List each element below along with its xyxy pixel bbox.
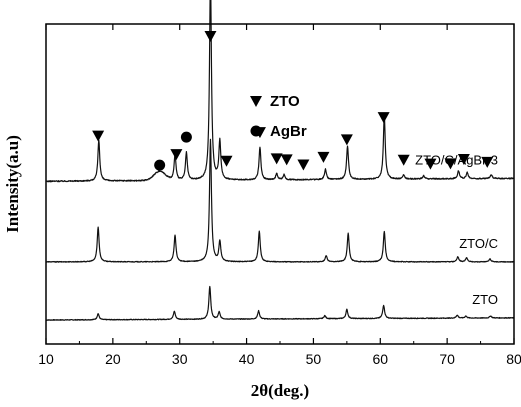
zto-peak-marker xyxy=(398,155,410,166)
x-tick-label: 20 xyxy=(105,351,121,367)
zto-peak-marker xyxy=(92,131,104,142)
legend: ZTO AgBr xyxy=(250,93,307,140)
zto-peak-marker xyxy=(378,112,390,123)
series-label: ZTO/C/AgBr-3 xyxy=(415,152,498,167)
zto-peak-marker xyxy=(317,152,329,163)
x-tick-label: 60 xyxy=(372,351,388,367)
series-line xyxy=(46,286,514,320)
zto-peak-marker xyxy=(281,154,293,165)
zto-peak-marker xyxy=(341,134,353,145)
series-label: ZTO/C xyxy=(459,236,498,251)
zto-peak-marker xyxy=(170,149,182,160)
x-tick-label: 10 xyxy=(38,351,54,367)
agbr-peak-marker xyxy=(181,132,192,143)
zto-peak-marker xyxy=(271,153,283,164)
zto-peak-marker xyxy=(204,31,216,42)
series-label: ZTO xyxy=(472,292,498,307)
legend-triangle-marker xyxy=(250,96,262,107)
zto-peak-marker xyxy=(221,156,233,167)
x-tick-label: 30 xyxy=(172,351,188,367)
legend-label: ZTO xyxy=(270,93,300,110)
x-axis-label: 2θ(deg.) xyxy=(251,381,309,400)
legend-circle-marker xyxy=(251,126,262,137)
y-axis-label: Intensity(a.u) xyxy=(3,135,22,233)
zto-peak-marker xyxy=(297,160,309,171)
x-tick-layer: 10 20 30 40 50 60 70 80 xyxy=(38,24,521,367)
x-tick-label: 50 xyxy=(306,351,322,367)
x-tick-label: 40 xyxy=(239,351,255,367)
x-tick-label: 70 xyxy=(439,351,455,367)
plot-frame xyxy=(46,24,514,344)
legend-label: AgBr xyxy=(270,123,307,140)
series-label-layer: ZTO ZTO/C ZTO/C/AgBr-3 xyxy=(415,152,498,306)
x-tick-label: 80 xyxy=(506,351,521,367)
agbr-peak-marker xyxy=(154,160,165,171)
